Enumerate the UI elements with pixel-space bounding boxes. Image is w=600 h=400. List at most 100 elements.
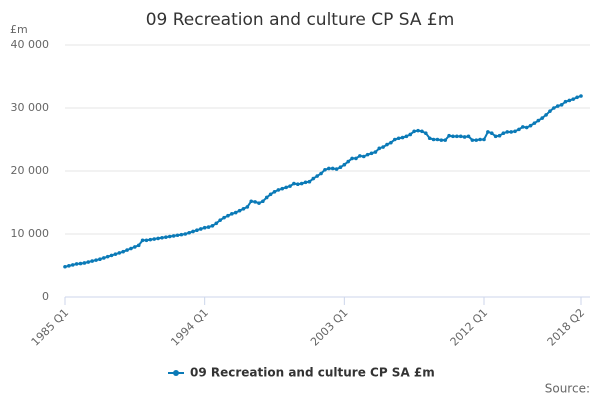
data-point — [210, 224, 215, 228]
data-point — [482, 137, 486, 142]
data-point — [129, 246, 133, 251]
data-point — [218, 218, 222, 222]
data-point — [513, 129, 517, 134]
data-point — [63, 264, 67, 269]
data-point — [148, 237, 153, 242]
data-point — [334, 167, 339, 171]
data-point — [206, 225, 211, 229]
data-point — [121, 249, 125, 254]
data-point — [74, 262, 79, 266]
data-point — [67, 264, 71, 268]
data-point — [389, 140, 393, 145]
data-point — [230, 212, 234, 216]
data-point — [354, 156, 358, 161]
data-point — [292, 181, 296, 186]
data-point — [133, 245, 137, 249]
data-point — [478, 137, 482, 142]
data-point — [396, 136, 401, 141]
data-point — [86, 260, 91, 264]
y-tick-label: 20 000 — [11, 164, 50, 177]
data-point — [327, 166, 331, 171]
data-point — [517, 127, 521, 132]
data-point — [579, 94, 583, 98]
data-point — [400, 135, 405, 140]
data-point — [268, 192, 273, 197]
data-point — [350, 156, 354, 161]
data-point — [303, 180, 308, 185]
data-point — [183, 232, 188, 236]
data-point — [152, 237, 157, 241]
data-point — [226, 213, 230, 218]
data-point — [435, 137, 440, 142]
data-point — [311, 176, 316, 181]
data-point — [358, 154, 362, 158]
y-tick-label: 10 000 — [11, 227, 50, 240]
data-point — [501, 131, 506, 135]
data-point — [70, 263, 75, 267]
data-point — [532, 121, 537, 125]
data-point — [365, 152, 370, 157]
data-point — [455, 134, 459, 139]
data-point — [319, 171, 323, 176]
legend-label: 09 Recreation and culture CP SA £m — [190, 366, 435, 380]
data-point — [505, 130, 510, 134]
data-point — [361, 154, 366, 159]
data-point — [427, 136, 432, 141]
data-point — [377, 146, 382, 151]
x-tick-label: 2012 Q1 — [448, 306, 491, 349]
data-point — [552, 106, 556, 110]
data-point — [109, 253, 114, 258]
data-point — [237, 208, 242, 213]
data-point — [78, 261, 83, 266]
chart-title: 09 Recreation and culture CP SA £m — [146, 10, 455, 30]
x-tick-label: 1994 Q1 — [168, 306, 211, 349]
data-point — [497, 133, 502, 138]
data-point — [509, 130, 513, 134]
data-point — [167, 234, 172, 239]
data-point — [276, 188, 281, 192]
data-point — [272, 189, 277, 194]
data-point — [489, 131, 494, 135]
data-point — [105, 254, 110, 259]
data-point — [245, 205, 250, 209]
data-point — [392, 137, 397, 142]
data-point — [563, 99, 568, 104]
data-point — [284, 185, 288, 190]
legend-marker — [173, 370, 179, 376]
data-point — [458, 134, 463, 139]
data-point — [101, 256, 106, 260]
data-point — [136, 243, 141, 248]
data-point — [575, 95, 579, 100]
data-point — [373, 150, 378, 154]
data-point — [144, 238, 149, 243]
data-point — [171, 234, 176, 238]
data-point — [571, 97, 576, 101]
data-point — [470, 138, 475, 142]
data-point — [82, 261, 87, 265]
data-point — [486, 130, 490, 134]
data-point — [117, 251, 122, 255]
data-point — [524, 125, 529, 130]
data-point — [559, 103, 564, 107]
data-point — [241, 207, 246, 211]
data-point — [125, 248, 129, 252]
data-point — [404, 134, 409, 139]
data-point — [175, 233, 180, 238]
data-point — [385, 142, 389, 147]
data-point — [381, 145, 385, 149]
data-point — [330, 166, 335, 171]
data-point — [424, 131, 428, 135]
data-point — [528, 123, 533, 128]
data-point — [257, 201, 261, 205]
data-point — [338, 165, 343, 170]
data-point — [346, 159, 351, 164]
data-point — [447, 133, 451, 138]
data-point — [431, 137, 436, 142]
data-point — [214, 221, 219, 226]
data-point — [540, 116, 545, 120]
data-point — [264, 195, 269, 200]
data-point — [222, 215, 226, 220]
y-tick-label: 30 000 — [11, 101, 50, 114]
data-point — [288, 184, 292, 188]
